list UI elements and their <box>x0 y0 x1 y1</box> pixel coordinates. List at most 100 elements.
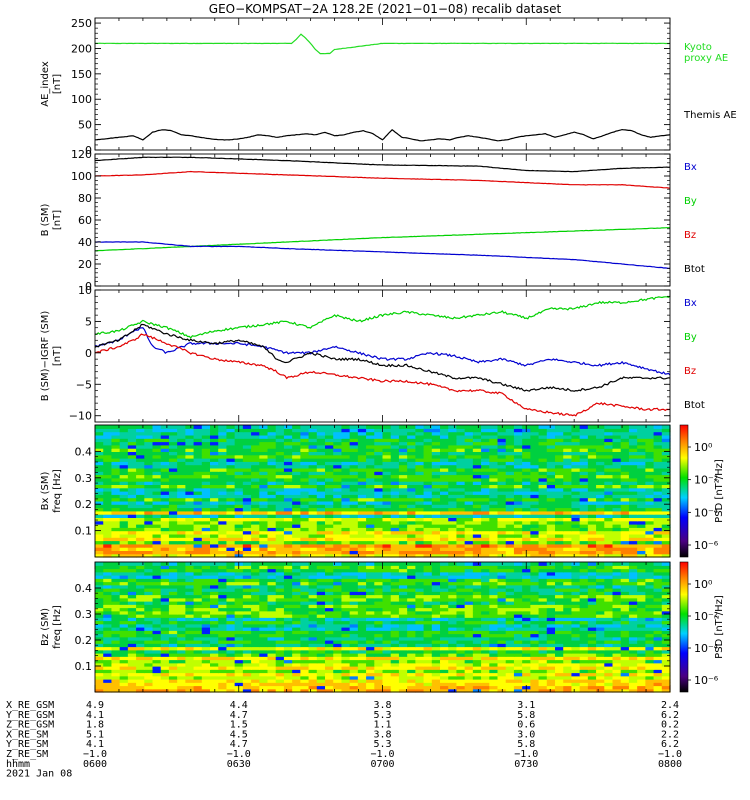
spectrogram-cell <box>382 662 392 667</box>
spectrogram-cell <box>587 494 597 499</box>
spectrogram-cell <box>103 617 113 622</box>
spectrogram-cell <box>407 494 416 499</box>
spectrogram-cell <box>612 524 622 528</box>
spectrogram-cell <box>497 497 507 502</box>
spectrogram-cell <box>168 623 178 628</box>
spectrogram-cell <box>481 633 490 638</box>
spectrogram-cell <box>136 425 145 429</box>
spectrogram-cell <box>357 547 367 551</box>
spectrogram-cell <box>628 649 638 654</box>
spectrogram-cell <box>349 497 359 502</box>
spectrogram-cell <box>448 682 458 687</box>
spectrogram-cell <box>456 467 466 472</box>
spectrogram-cell <box>177 662 186 667</box>
spectrogram-cell <box>201 633 211 638</box>
spectrogram-cell <box>448 451 458 456</box>
spectrogram-cell <box>481 646 490 651</box>
spectrogram-cell <box>95 533 104 538</box>
spectrogram-cell <box>538 679 548 683</box>
spectrogram-cell <box>530 620 540 625</box>
spectrogram-cell <box>210 504 219 509</box>
spectrogram-cell <box>620 438 630 443</box>
spectrogram-cell <box>152 633 162 638</box>
spectrogram-cell <box>226 431 236 436</box>
spectrogram-cell <box>193 669 203 674</box>
spectrogram-cell <box>119 610 129 615</box>
spectrogram-cell <box>628 630 638 635</box>
spectrogram-cell <box>555 438 564 443</box>
spectrogram-cell <box>136 685 145 690</box>
spectrogram-cell <box>144 656 154 661</box>
spectrogram-cell <box>218 550 228 555</box>
spectrogram-cell <box>390 517 400 522</box>
spectrogram-cell <box>152 550 162 555</box>
spectrogram-cell <box>316 448 326 452</box>
spectrogram-cell <box>111 550 121 555</box>
spectrogram-cell <box>193 494 203 499</box>
spectrogram-cell <box>267 524 277 528</box>
spectrogram-cell <box>472 504 482 509</box>
spectrogram-cell <box>325 643 334 648</box>
spectrogram-cell <box>620 487 630 492</box>
spectrogram-cell <box>242 461 252 466</box>
spectrogram-cell <box>144 530 154 535</box>
spectrogram-cell <box>152 481 162 485</box>
spectrogram-cell <box>464 444 474 449</box>
spectrogram-cell <box>341 553 351 558</box>
spectrogram-cell <box>596 464 605 469</box>
spectrogram-cell <box>242 682 252 687</box>
spectrogram-cell <box>185 543 195 548</box>
spectrogram-cell <box>177 444 186 449</box>
spectrogram-cell <box>390 675 400 680</box>
spectrogram-cell <box>242 537 252 542</box>
spectrogram-cell <box>316 467 326 472</box>
y-tick-label: −10 <box>69 410 92 423</box>
spectrogram-cell <box>530 434 540 439</box>
spectrogram-cell <box>160 685 170 690</box>
spectrogram-cell <box>95 461 104 466</box>
spectrogram-cell <box>407 653 416 657</box>
spectrogram-cell <box>308 481 318 485</box>
spectrogram-cell <box>259 646 269 651</box>
spectrogram-cell <box>366 494 375 499</box>
spectrogram-cell <box>251 633 260 638</box>
spectrogram-cell <box>604 643 614 648</box>
spectrogram-cell <box>563 636 573 641</box>
spectrogram-cell <box>522 520 531 525</box>
spectrogram-cell <box>341 474 351 479</box>
spectrogram-cell <box>637 636 646 641</box>
spectrogram-cell <box>456 524 466 528</box>
spectrogram-cell <box>546 623 556 628</box>
spectrogram-cell <box>448 675 458 680</box>
spectrogram-cell <box>489 425 499 429</box>
spectrogram-cell <box>456 550 466 555</box>
spectrogram-cell <box>505 458 515 462</box>
spectrogram-cell <box>267 649 277 654</box>
spectrogram-cell <box>111 679 121 683</box>
spectrogram-cell <box>481 659 490 664</box>
spectrogram-cell <box>210 533 219 538</box>
spectrogram-cell <box>127 636 137 641</box>
spectrogram-cell <box>612 428 622 433</box>
spectrogram-cell <box>201 636 211 641</box>
spectrogram-cell <box>95 494 104 499</box>
spectrogram-cell <box>587 438 597 443</box>
spectrogram-cell <box>333 454 343 459</box>
series-line-bx <box>94 241 671 269</box>
spectrogram-cell <box>144 620 154 625</box>
spectrogram-cell <box>415 507 425 512</box>
spectrogram-cell <box>316 646 326 651</box>
spectrogram-cell <box>448 685 458 690</box>
spectrogram-cell <box>218 431 228 436</box>
spectrogram-cell <box>95 467 104 472</box>
spectrogram-cell <box>563 461 573 466</box>
spectrogram-cell <box>505 627 515 631</box>
spectrogram-cell <box>661 458 671 462</box>
spectrogram-cell <box>546 610 556 615</box>
spectrogram-cell <box>160 500 170 505</box>
spectrogram-cell <box>283 431 293 436</box>
spectrogram-cell <box>366 451 375 456</box>
spectrogram-cell <box>144 675 154 680</box>
spectrogram-cell <box>201 659 211 664</box>
spectrogram-cell <box>308 434 318 439</box>
